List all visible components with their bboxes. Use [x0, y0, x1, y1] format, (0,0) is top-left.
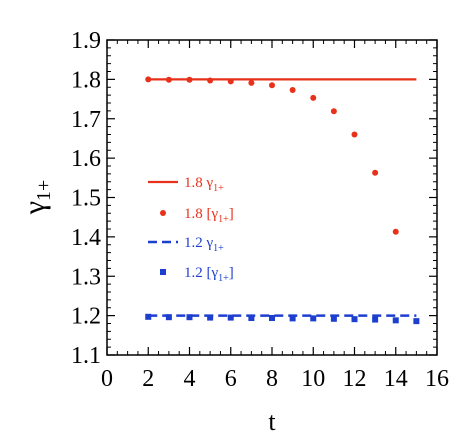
- series-4: [145, 313, 420, 325]
- x-axis-title: t: [268, 407, 276, 436]
- series-2: [145, 76, 399, 235]
- data-point: [248, 314, 255, 321]
- data-point: [186, 76, 193, 83]
- data-point: [413, 318, 420, 325]
- data-point: [330, 315, 337, 322]
- data-point: [186, 314, 193, 321]
- data-point: [310, 94, 317, 101]
- legend-label-main: 1.2 [γ: [184, 265, 218, 281]
- legend: 1.8 γ1+1.8 [γ1+]1.2 γ1+1.2 [γ1+]: [148, 175, 234, 284]
- legend-label-main: 1.8 [γ: [184, 206, 218, 222]
- legend-label-subscript: 1+: [213, 243, 224, 254]
- legend-label-main: 1.8 γ: [184, 175, 214, 191]
- data-point: [372, 316, 379, 323]
- x-tick-label: 0: [101, 366, 113, 392]
- x-tick-label: 6: [225, 366, 237, 392]
- x-tick-label: 12: [343, 366, 367, 392]
- data-point: [392, 317, 399, 324]
- y-tick-label: 1.3: [71, 264, 101, 290]
- y-tick-label: 1.8: [71, 67, 101, 93]
- y-axis-title-symbol: γ: [18, 201, 51, 215]
- y-tick-label: 1.4: [71, 225, 101, 251]
- y-tick-label: 1.6: [71, 146, 101, 172]
- data-point: [248, 79, 255, 86]
- data-point: [269, 314, 275, 321]
- data-point: [351, 316, 358, 323]
- data-point: [207, 314, 214, 321]
- legend-label-main: 1.2 γ: [184, 235, 214, 251]
- x-tick-label: 10: [301, 366, 325, 392]
- series-layer: [145, 76, 420, 325]
- tick-labels: 0 2 4 6 8 10 12 14 16 1.1 1.2 1.3 1.4 1.5 1.6 1.7 1.8 1.9: [71, 28, 449, 392]
- x-tick-label: 16: [425, 366, 449, 392]
- y-axis-title: γ1+: [18, 180, 55, 216]
- legend-marker: [160, 210, 166, 216]
- data-point: [165, 76, 172, 83]
- y-tick-label: 1.9: [71, 28, 101, 54]
- x-tick-label: 4: [184, 366, 196, 392]
- data-point: [372, 169, 379, 176]
- legend-label-suffix: ]: [229, 206, 234, 222]
- legend-label-subscript: 1+: [213, 183, 224, 194]
- legend-label: 1.8 γ1+: [184, 175, 224, 194]
- data-point: [227, 314, 234, 321]
- y-axis-title-subscript: 1+: [33, 180, 55, 201]
- y-tick-label: 1.1: [71, 343, 101, 369]
- legend-label: 1.8 [γ1+]: [184, 206, 234, 225]
- x-tick-label: 14: [384, 366, 408, 392]
- data-point: [145, 76, 152, 83]
- legend-label-subscript: 1+: [218, 273, 229, 284]
- y-tick-label: 1.5: [71, 186, 101, 212]
- data-point: [269, 82, 275, 89]
- data-point: [310, 315, 317, 322]
- legend-symbol: [160, 269, 166, 275]
- data-point: [227, 78, 234, 85]
- data-point: [351, 131, 358, 138]
- legend-label-subscript: 1+: [218, 214, 229, 225]
- legend-label: 1.2 γ1+: [184, 235, 224, 254]
- legend-symbol: [160, 210, 166, 216]
- y-tick-label: 1.2: [71, 304, 101, 330]
- x-tick-label: 2: [142, 366, 154, 392]
- legend-label: 1.2 [γ1+]: [184, 265, 234, 284]
- legend-label-suffix: ]: [229, 265, 234, 281]
- data-point: [145, 313, 152, 320]
- axis-ticks: [106, 39, 438, 356]
- data-point: [289, 87, 296, 94]
- data-point: [207, 77, 214, 84]
- legend-marker: [160, 269, 166, 275]
- y-tick-label: 1.7: [71, 107, 101, 133]
- data-point: [392, 228, 399, 235]
- data-point: [330, 108, 337, 115]
- x-tick-label: 8: [266, 366, 278, 392]
- data-point: [165, 314, 172, 321]
- data-point: [289, 315, 296, 322]
